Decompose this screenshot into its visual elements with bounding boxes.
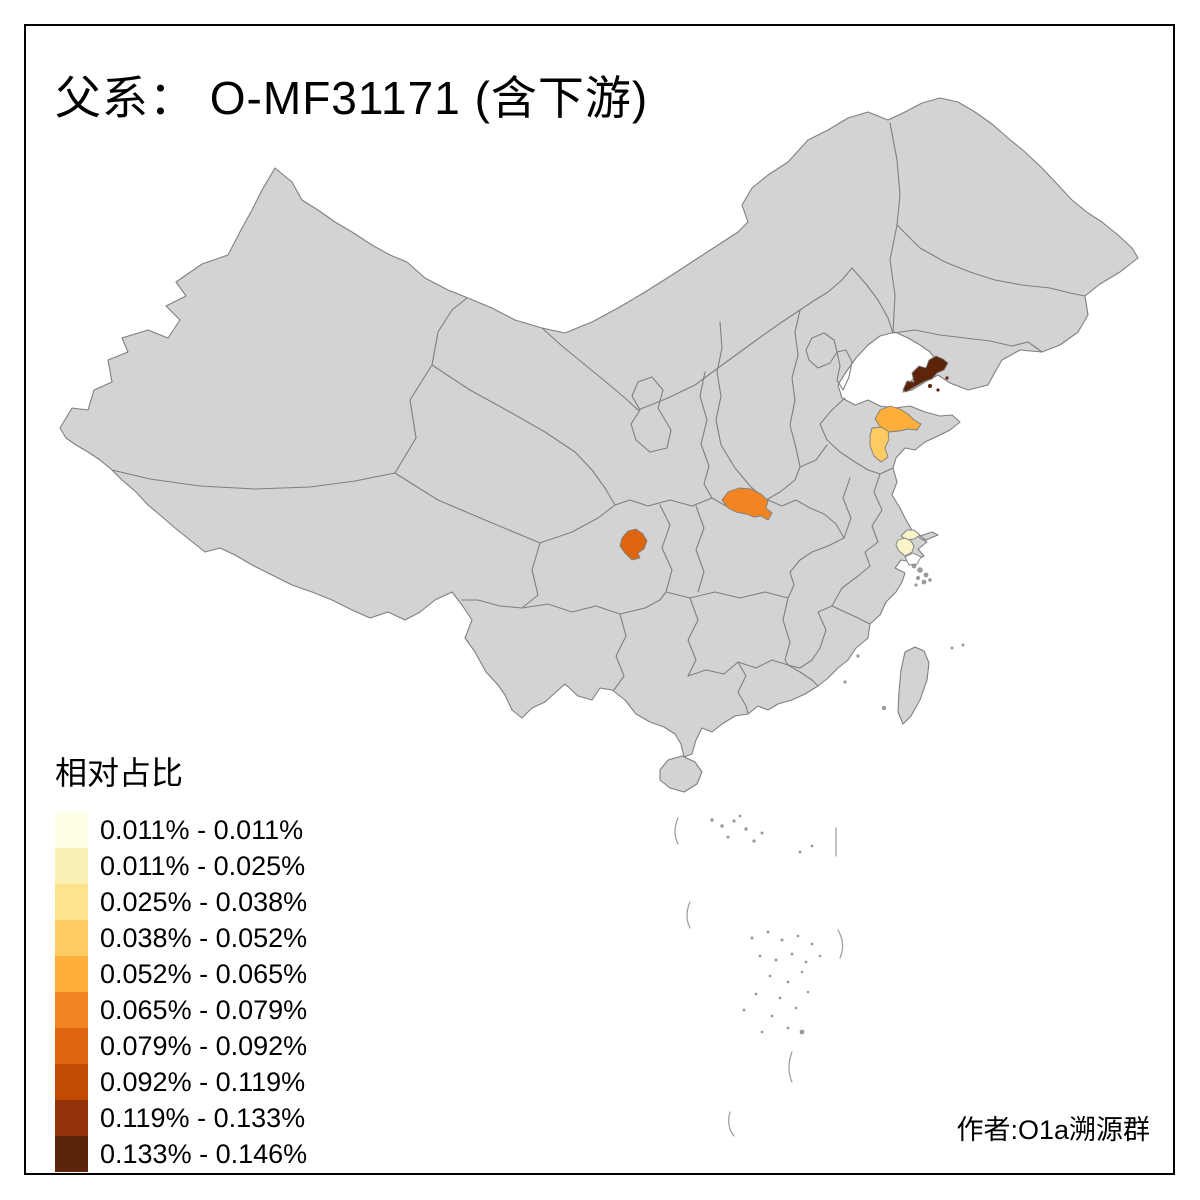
legend-label: 0.038% - 0.052% bbox=[100, 922, 308, 953]
legend-swatch bbox=[55, 884, 88, 920]
region-liaodong-islet bbox=[936, 388, 940, 392]
legend-swatch bbox=[55, 956, 88, 992]
china-mainland bbox=[59, 97, 1139, 758]
region-sichuan-central bbox=[619, 528, 648, 561]
legend-label: 0.011% - 0.025% bbox=[100, 850, 306, 881]
legend-swatch bbox=[55, 1136, 88, 1172]
legend-label: 0.079% - 0.092% bbox=[100, 1030, 308, 1061]
legend-row: 0.092% - 0.119% bbox=[55, 1064, 307, 1100]
region-shanghai bbox=[904, 552, 922, 566]
legend-label: 0.092% - 0.119% bbox=[100, 1066, 306, 1097]
legend-label: 0.065% - 0.079% bbox=[100, 994, 308, 1025]
region-liaodong-islet bbox=[928, 384, 932, 388]
taiwan-island bbox=[897, 646, 930, 725]
legend-title: 相对占比 bbox=[55, 755, 184, 791]
legend-row: 0.011% - 0.011% bbox=[55, 812, 307, 848]
legend-swatch bbox=[55, 1028, 88, 1064]
legend-label: 0.119% - 0.133% bbox=[100, 1102, 306, 1133]
legend-swatch bbox=[55, 920, 88, 956]
region-henan-southwest bbox=[721, 487, 773, 521]
legend-label: 0.025% - 0.038% bbox=[100, 886, 308, 917]
region-liaodong-islet bbox=[945, 376, 949, 380]
province-borders bbox=[111, 122, 1086, 715]
legend-row: 0.119% - 0.133% bbox=[55, 1100, 307, 1136]
attribution: 作者:O1a溯源群 bbox=[956, 1115, 1150, 1145]
region-jiangsu-south-b bbox=[895, 537, 915, 557]
legend-row: 0.079% - 0.092% bbox=[55, 1028, 307, 1064]
legend-row: 0.011% - 0.025% bbox=[55, 848, 307, 884]
legend-swatch bbox=[55, 992, 88, 1028]
legend-label: 0.133% - 0.146% bbox=[100, 1138, 308, 1169]
legend-row: 0.133% - 0.146% bbox=[55, 1136, 307, 1172]
legend-label: 0.052% - 0.065% bbox=[100, 958, 308, 989]
legend-swatch bbox=[55, 848, 88, 884]
legend-row: 0.065% - 0.079% bbox=[55, 992, 307, 1028]
hainan-island bbox=[659, 755, 703, 793]
region-shandong-central bbox=[874, 405, 922, 433]
legend: 相对占比 0.011% - 0.011% 0.011% - 0.025% 0.0… bbox=[55, 748, 307, 1172]
region-shandong-south bbox=[869, 426, 890, 463]
legend-swatch bbox=[55, 812, 88, 848]
legend-rows: 0.011% - 0.011% 0.011% - 0.025% 0.025% -… bbox=[55, 812, 307, 1172]
region-liaodong-peninsula bbox=[902, 355, 949, 393]
chongming-island bbox=[919, 531, 939, 541]
highlight-regions bbox=[619, 355, 949, 566]
major-islands bbox=[659, 531, 939, 793]
page-title: 父系： O-MF31171 (含下游) bbox=[55, 72, 649, 124]
legend-row: 0.052% - 0.065% bbox=[55, 956, 307, 992]
legend-swatch bbox=[55, 1100, 88, 1136]
legend-label: 0.011% - 0.011% bbox=[100, 814, 304, 845]
legend-swatch bbox=[55, 1064, 88, 1100]
small-islands bbox=[674, 563, 965, 1137]
legend-row: 0.038% - 0.052% bbox=[55, 920, 307, 956]
legend-row: 0.025% - 0.038% bbox=[55, 884, 307, 920]
